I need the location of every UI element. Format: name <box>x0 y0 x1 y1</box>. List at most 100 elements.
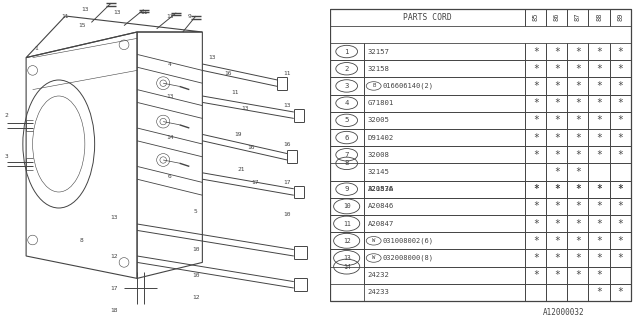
Text: *: * <box>554 64 560 74</box>
Text: 11: 11 <box>61 13 69 19</box>
Text: 24233: 24233 <box>367 289 389 295</box>
Text: *: * <box>575 64 581 74</box>
Bar <box>330 180 364 198</box>
Text: 4: 4 <box>344 100 349 106</box>
Text: 1: 1 <box>34 45 38 51</box>
Text: 4: 4 <box>168 61 172 67</box>
Bar <box>525 198 547 215</box>
Text: *: * <box>532 270 539 280</box>
Bar <box>547 249 568 267</box>
Bar <box>547 9 568 26</box>
Bar <box>609 267 630 284</box>
Text: 13: 13 <box>114 10 121 15</box>
Bar <box>364 215 525 232</box>
Text: *: * <box>554 270 560 280</box>
Text: 17: 17 <box>284 180 291 185</box>
Text: *: * <box>532 236 539 246</box>
Text: *: * <box>596 253 602 263</box>
Text: 16: 16 <box>284 141 291 147</box>
Bar <box>547 164 568 180</box>
Bar <box>364 249 525 267</box>
Text: 5: 5 <box>344 117 349 123</box>
Text: 15: 15 <box>78 23 85 28</box>
Text: *: * <box>575 81 581 91</box>
Text: 1: 1 <box>344 49 349 54</box>
Text: 10: 10 <box>192 247 200 252</box>
Text: 10: 10 <box>284 212 291 217</box>
Text: 10: 10 <box>343 204 351 209</box>
Bar <box>364 180 525 198</box>
Text: *: * <box>575 270 581 280</box>
Text: *: * <box>575 98 581 108</box>
Text: *: * <box>617 98 623 108</box>
Bar <box>330 232 364 249</box>
Bar <box>568 129 588 146</box>
Text: *: * <box>596 184 602 194</box>
Text: *: * <box>596 150 602 160</box>
Bar <box>525 94 547 112</box>
Bar <box>547 267 568 284</box>
Bar <box>330 43 364 60</box>
Bar <box>364 94 525 112</box>
Text: 11: 11 <box>231 90 239 95</box>
Text: *: * <box>575 46 581 57</box>
Text: *: * <box>554 46 560 57</box>
Bar <box>568 198 588 215</box>
Bar <box>609 249 630 267</box>
Bar <box>547 43 568 60</box>
Bar <box>525 112 547 129</box>
Bar <box>609 94 630 112</box>
Bar <box>547 129 568 146</box>
Text: A12000032: A12000032 <box>542 308 584 317</box>
Bar <box>364 112 525 129</box>
Text: *: * <box>596 236 602 246</box>
Bar <box>547 60 568 77</box>
Text: 13: 13 <box>241 106 248 111</box>
Text: *: * <box>532 219 539 228</box>
Text: 24232: 24232 <box>367 272 389 278</box>
Text: A20836: A20836 <box>367 186 394 192</box>
Bar <box>547 215 568 232</box>
Text: 85: 85 <box>532 13 539 21</box>
Text: *: * <box>617 236 623 246</box>
Text: 8: 8 <box>80 237 83 243</box>
Text: *: * <box>575 115 581 125</box>
Text: *: * <box>532 81 539 91</box>
Text: *: * <box>617 184 623 194</box>
Bar <box>525 215 547 232</box>
Bar <box>547 198 568 215</box>
Bar <box>588 43 609 60</box>
Text: 21: 21 <box>238 167 245 172</box>
Bar <box>568 284 588 301</box>
Text: 13: 13 <box>209 55 216 60</box>
Text: 88: 88 <box>596 13 602 21</box>
Text: 16: 16 <box>225 71 232 76</box>
Bar <box>568 60 588 77</box>
Text: 2: 2 <box>4 113 8 118</box>
Bar <box>609 232 630 249</box>
Text: *: * <box>532 115 539 125</box>
Bar <box>525 9 547 26</box>
Bar <box>330 94 364 112</box>
Text: 9: 9 <box>344 186 349 192</box>
Text: 6: 6 <box>344 134 349 140</box>
Text: *: * <box>596 115 602 125</box>
Bar <box>525 180 547 198</box>
Text: *: * <box>617 81 623 91</box>
Bar <box>330 146 364 180</box>
Bar <box>364 180 525 198</box>
Text: 14: 14 <box>343 264 351 269</box>
Bar <box>525 43 547 60</box>
Text: 016606140(2): 016606140(2) <box>382 83 433 89</box>
Bar <box>525 232 547 249</box>
Bar <box>330 60 364 77</box>
Bar <box>547 284 568 301</box>
Bar <box>588 232 609 249</box>
Text: *: * <box>575 253 581 263</box>
Bar <box>568 215 588 232</box>
Bar <box>609 164 630 180</box>
Text: *: * <box>575 219 581 228</box>
Bar <box>364 146 525 164</box>
Text: *: * <box>532 98 539 108</box>
Bar <box>568 180 588 198</box>
